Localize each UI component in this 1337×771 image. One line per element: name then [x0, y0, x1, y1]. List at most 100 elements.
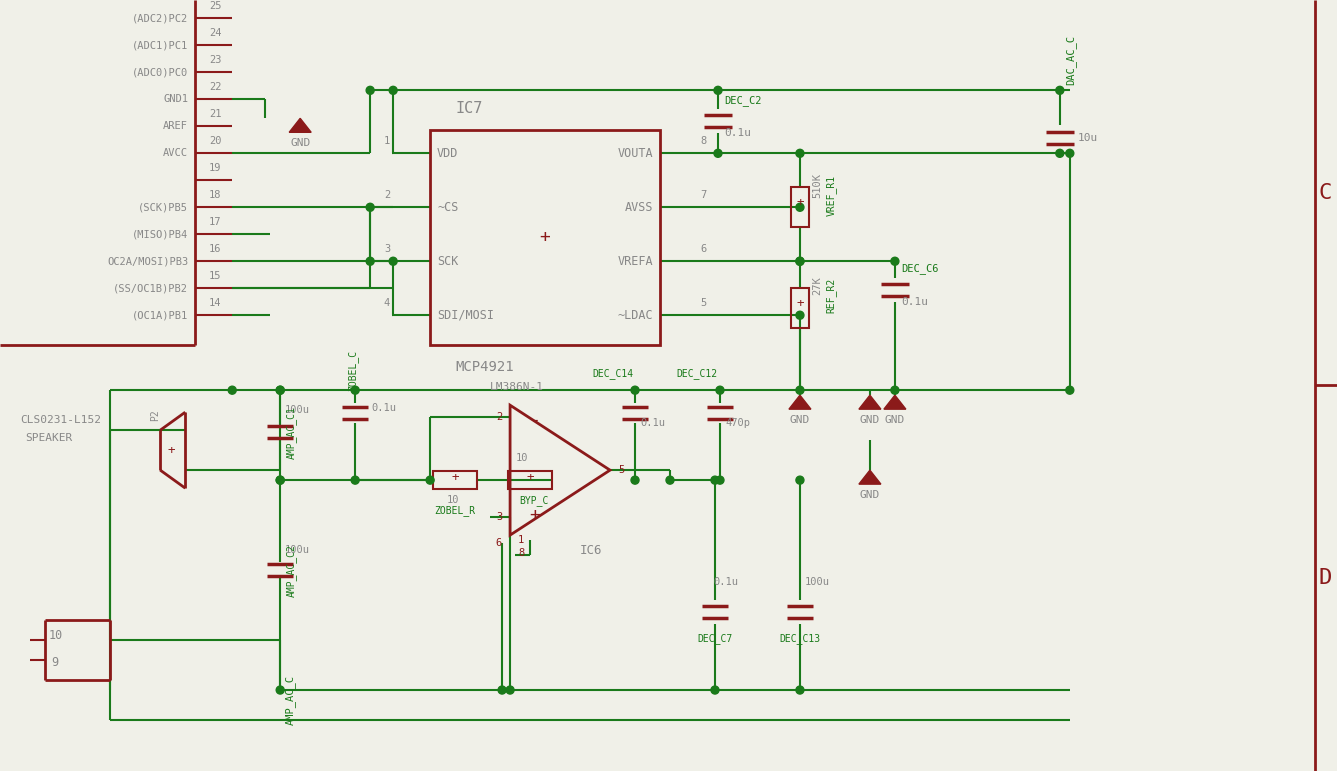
Text: 16: 16 [209, 244, 222, 254]
Text: (ADC2)PC2: (ADC2)PC2 [132, 13, 189, 23]
Circle shape [1056, 150, 1064, 157]
Circle shape [717, 386, 723, 394]
Text: SDI/MOSI: SDI/MOSI [437, 308, 495, 322]
Text: 2: 2 [496, 412, 503, 423]
Text: DEC_C2: DEC_C2 [723, 95, 762, 106]
Text: GND1: GND1 [163, 94, 189, 104]
Circle shape [366, 204, 374, 211]
Text: (SS/OC1B)PB2: (SS/OC1B)PB2 [114, 283, 189, 293]
Circle shape [796, 258, 804, 265]
Text: 510K: 510K [812, 173, 822, 198]
Bar [508, 471, 552, 489]
Text: AMP_AC_C2: AMP_AC_C2 [286, 544, 297, 597]
Circle shape [796, 150, 804, 157]
Text: 23: 23 [209, 56, 222, 66]
Text: GND: GND [860, 490, 880, 500]
Text: (OC1A)PB1: (OC1A)PB1 [132, 310, 189, 320]
Circle shape [714, 150, 722, 157]
Text: IC6: IC6 [580, 544, 603, 557]
Text: DAC_AC_C: DAC_AC_C [1066, 35, 1076, 86]
Text: P2: P2 [150, 409, 160, 421]
Circle shape [277, 686, 285, 694]
Circle shape [277, 386, 285, 394]
Circle shape [796, 258, 804, 265]
Text: 2: 2 [384, 190, 390, 200]
Text: 25: 25 [209, 2, 222, 12]
Text: ZOBEL_C: ZOBEL_C [348, 349, 358, 391]
Text: 27K: 27K [812, 276, 822, 295]
Text: SCK: SCK [437, 254, 459, 268]
Circle shape [717, 476, 723, 484]
Text: AREF: AREF [163, 121, 189, 131]
Polygon shape [858, 396, 881, 409]
Text: MCP4921: MCP4921 [455, 360, 513, 374]
Text: 17: 17 [209, 217, 222, 227]
Polygon shape [858, 470, 881, 484]
Text: ZOBEL_R: ZOBEL_R [435, 505, 476, 516]
Text: -: - [529, 411, 540, 429]
Polygon shape [789, 396, 812, 409]
Text: IC7: IC7 [455, 101, 483, 116]
Text: GND: GND [790, 415, 810, 425]
Text: CLS0231-L152: CLS0231-L152 [20, 415, 102, 425]
Text: 100u: 100u [285, 406, 310, 415]
Text: 9: 9 [52, 655, 59, 668]
Text: VREF_R1: VREF_R1 [826, 175, 837, 216]
Text: AMP_AC_C: AMP_AC_C [285, 675, 295, 725]
Text: 7: 7 [701, 190, 706, 200]
Circle shape [427, 476, 435, 484]
Text: D: D [1320, 568, 1333, 588]
Text: LM386N-1: LM386N-1 [491, 382, 544, 392]
Text: 19: 19 [209, 163, 222, 173]
Circle shape [631, 386, 639, 394]
Circle shape [1066, 150, 1074, 157]
Polygon shape [289, 118, 312, 133]
Text: 100u: 100u [805, 577, 830, 587]
Text: AMP_AC_C1: AMP_AC_C1 [286, 406, 297, 459]
Circle shape [711, 476, 719, 484]
Text: +: + [529, 506, 540, 524]
Text: (ADC1)PC1: (ADC1)PC1 [132, 40, 189, 50]
Text: 0.1u: 0.1u [901, 298, 928, 307]
Text: 10: 10 [447, 495, 460, 505]
Text: ~LDAC: ~LDAC [618, 308, 652, 322]
Text: 14: 14 [209, 298, 222, 308]
Circle shape [796, 386, 804, 394]
Text: 18: 18 [209, 190, 222, 200]
Text: 10: 10 [516, 453, 528, 463]
Circle shape [666, 476, 674, 484]
Text: DEC_C14: DEC_C14 [592, 368, 632, 379]
Text: 22: 22 [209, 82, 222, 93]
Text: 21: 21 [209, 109, 222, 120]
Text: OC2A/MOSI)PB3: OC2A/MOSI)PB3 [107, 256, 189, 266]
Text: (SCK)PB5: (SCK)PB5 [138, 202, 189, 212]
Text: 6: 6 [701, 244, 706, 254]
Text: GND: GND [860, 415, 880, 425]
Circle shape [711, 686, 719, 694]
Circle shape [507, 686, 513, 694]
Text: 0.1u: 0.1u [372, 403, 396, 413]
Circle shape [352, 476, 360, 484]
Text: 3: 3 [496, 512, 503, 522]
Circle shape [890, 386, 898, 394]
Circle shape [277, 476, 285, 484]
Circle shape [229, 386, 237, 394]
Text: 8: 8 [517, 548, 524, 558]
Bar [792, 288, 809, 328]
Circle shape [352, 386, 360, 394]
Text: VOUTA: VOUTA [618, 146, 652, 160]
Text: 0.1u: 0.1u [640, 418, 664, 428]
Circle shape [1066, 386, 1074, 394]
Circle shape [1056, 86, 1064, 94]
Circle shape [389, 258, 397, 265]
Text: GND: GND [885, 415, 905, 425]
Text: 100u: 100u [285, 545, 310, 555]
Circle shape [277, 386, 285, 394]
Text: 1: 1 [384, 136, 390, 146]
Circle shape [796, 476, 804, 484]
Text: 6: 6 [496, 538, 503, 548]
Text: VREFA: VREFA [618, 254, 652, 268]
Text: DEC_C12: DEC_C12 [677, 368, 718, 379]
Circle shape [890, 258, 898, 265]
Text: 15: 15 [209, 271, 222, 281]
